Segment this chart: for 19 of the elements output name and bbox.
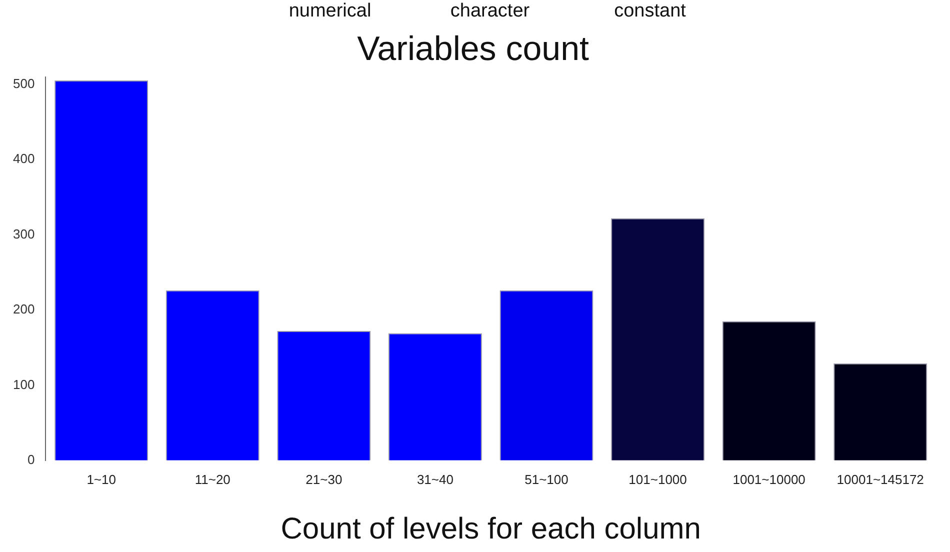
x-tick-label: 1~10	[86, 472, 116, 487]
y-tick-label: 200	[12, 302, 35, 317]
x-tick-label: 101~1000	[628, 472, 687, 487]
x-tick-label: 11~20	[194, 472, 230, 487]
x-tick-label: 51~100	[524, 472, 568, 487]
text: character	[450, 0, 530, 22]
text: numerical	[288, 0, 372, 22]
x-tick-label: 10001~145172	[836, 472, 924, 487]
x-tick-label: 21~30	[306, 472, 342, 487]
y-tick-label: 300	[12, 226, 35, 242]
x-tick-label: 31~40	[416, 472, 454, 487]
text: constant	[614, 0, 687, 22]
y-tick-label: 500	[12, 76, 35, 91]
y-tick-label: 0	[27, 452, 35, 467]
x-axis-title: Count of levels for each column	[280, 512, 701, 546]
y-tick-label: 400	[12, 151, 35, 166]
chart-title: Variables count	[357, 30, 590, 68]
y-tick-label: 100	[12, 376, 35, 392]
x-tick-label: 1001~10000	[732, 472, 806, 487]
